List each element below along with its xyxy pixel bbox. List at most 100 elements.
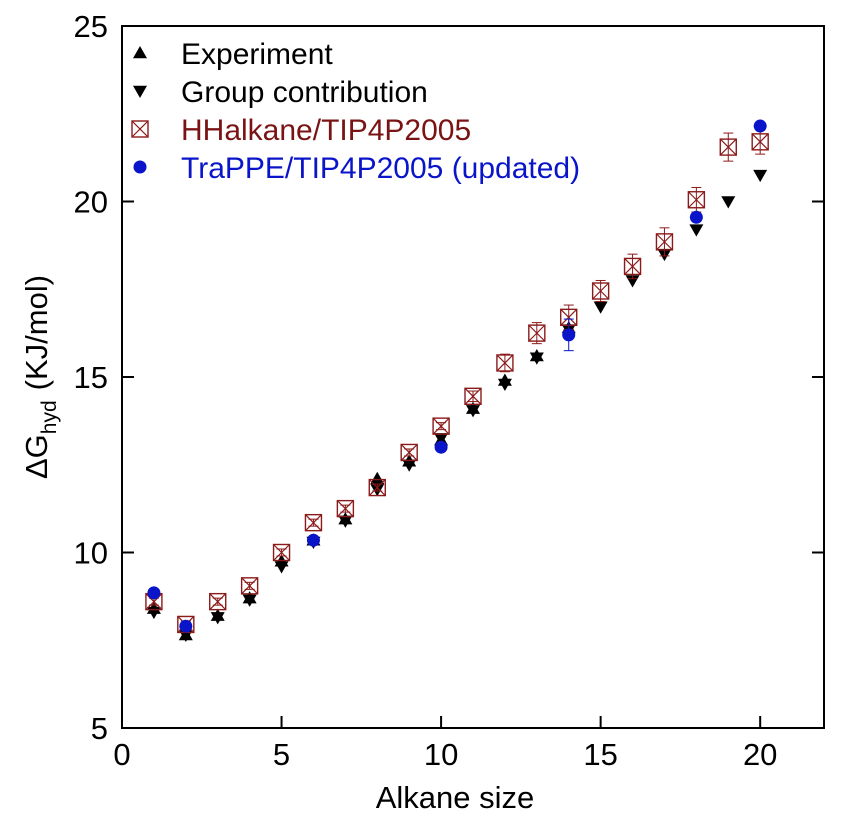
legend-label: TraPPE/TIP4P2005 (updated): [181, 152, 580, 185]
data-point: [623, 257, 642, 276]
data-point-cross-b: [368, 479, 386, 496]
y-tick-label: 20: [74, 185, 108, 220]
data-point: [240, 577, 259, 595]
data-point: [562, 328, 576, 342]
y-axis-ticks: 5 10 15 20 25: [74, 9, 824, 746]
data-point-cross-b: [592, 282, 610, 300]
data-point-box: [368, 478, 386, 497]
data-point-cross-b: [751, 133, 769, 151]
x-tick-label: 0: [113, 737, 130, 772]
data-point: [210, 612, 225, 625]
y-tick-label: 5: [91, 711, 108, 746]
series-3: [147, 119, 767, 633]
data-point: [274, 561, 289, 574]
data-point: [400, 443, 418, 462]
y-tick-label: 25: [74, 9, 108, 44]
data-point-box: [655, 233, 674, 251]
data-point: [368, 478, 386, 497]
data-point-box: [687, 191, 706, 209]
data-point-box: [528, 324, 546, 342]
data-point-box: [623, 257, 642, 276]
y-axis-label: ΔGhyd (KJ/mol): [19, 275, 61, 479]
legend: Experiment Group contribution HHalkane/TIP…: [131, 38, 580, 185]
data-point: [591, 282, 610, 300]
data-point: [432, 417, 450, 435]
legend-label: HHalkane/TIP4P2005: [181, 114, 471, 147]
data-point: [753, 119, 767, 133]
y-tick-label: 10: [74, 536, 108, 571]
data-point: [306, 533, 320, 547]
series-1: [146, 169, 768, 642]
data-point-cross-b: [273, 544, 290, 561]
data-point: [751, 133, 769, 151]
data-point-cross-b: [432, 417, 450, 435]
data-point: [529, 352, 544, 365]
legend-marker: [131, 120, 149, 138]
data-point: [689, 224, 704, 237]
data-point-cross-b: [400, 444, 418, 461]
x-tick-label: 15: [583, 737, 617, 772]
data-point-box: [209, 592, 227, 611]
x-tick-label: 20: [743, 737, 777, 772]
data-point-box: [591, 282, 610, 300]
legend-marker: [133, 46, 147, 59]
x-axis-label: Alkane size: [376, 780, 535, 815]
data-point-box: [400, 443, 418, 462]
data-point-cross-b: [656, 233, 673, 251]
legend-marker-box: [131, 120, 149, 138]
data-point: [272, 543, 291, 562]
data-point: [496, 354, 514, 372]
data-point-cross-b: [464, 387, 482, 405]
x-tick-label: 10: [424, 737, 458, 772]
y-axis-label-main: ΔG: [19, 434, 54, 479]
data-point-box: [336, 499, 355, 518]
data-point: [689, 210, 703, 224]
data-point-cross-b: [209, 593, 227, 611]
data-point: [528, 324, 546, 342]
data-point: [434, 433, 449, 446]
data-marks: [145, 119, 769, 642]
data-point-cross-b: [560, 308, 578, 326]
legend-marker: [133, 85, 147, 98]
data-point-cross-b: [624, 258, 641, 275]
y-tick-label: 15: [74, 360, 108, 395]
data-point: [466, 405, 480, 418]
y-axis-label-unit: (KJ/mol): [19, 275, 54, 390]
data-point: [336, 499, 355, 518]
data-point: [721, 196, 736, 209]
data-point: [209, 592, 227, 611]
legend-label: Group contribution: [181, 76, 428, 109]
data-point-box: [240, 577, 259, 595]
svg-text:ΔGhyd(KJ/mol): ΔGhyd (KJ/mol): [19, 275, 61, 479]
legend-marker: [133, 160, 147, 174]
data-point-cross-b: [496, 354, 514, 372]
data-point-box: [751, 133, 769, 151]
data-point: [179, 619, 193, 633]
data-point-box: [304, 513, 323, 532]
y-axis-label-subscript: hyd: [38, 400, 61, 434]
data-point: [147, 586, 161, 600]
data-point: [719, 138, 737, 156]
data-point: [464, 387, 482, 406]
data-point-cross-b: [241, 577, 259, 595]
data-point-cross-b: [719, 138, 737, 156]
data-point: [497, 378, 512, 392]
legend-label: Experiment: [181, 38, 333, 71]
data-point-box: [464, 387, 482, 406]
legend-marker-cross-b: [131, 120, 149, 138]
data-point: [370, 471, 385, 485]
x-tick-label: 5: [273, 737, 290, 772]
data-point-box: [432, 417, 450, 435]
data-point: [593, 301, 608, 314]
data-point-cross-b: [687, 191, 705, 209]
data-point: [434, 440, 448, 454]
data-point-cross-b: [336, 500, 354, 518]
data-point-box: [496, 354, 514, 372]
data-point: [338, 515, 353, 528]
series-2: [145, 129, 769, 634]
data-point-cross-b: [528, 324, 546, 342]
data-point: [304, 513, 323, 532]
data-point: [753, 169, 768, 183]
